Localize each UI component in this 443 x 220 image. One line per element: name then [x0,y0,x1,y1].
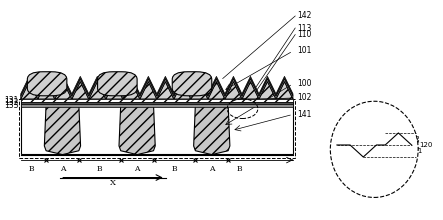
Ellipse shape [330,101,418,197]
Text: 110: 110 [297,30,312,39]
Polygon shape [194,106,230,155]
Text: 133: 133 [4,101,19,110]
Text: 142: 142 [297,11,312,20]
Polygon shape [21,79,293,99]
Text: B: B [237,165,242,173]
Text: 120: 120 [420,142,433,148]
Text: A: A [209,165,214,173]
Bar [21,99,293,154]
FancyBboxPatch shape [27,72,67,96]
Polygon shape [119,106,155,155]
FancyBboxPatch shape [172,72,212,96]
Polygon shape [44,106,81,155]
Text: i22: i22 [409,136,420,142]
Bar [21,104,293,106]
Text: 141: 141 [297,110,312,119]
Text: B: B [29,165,35,173]
Text: 102: 102 [297,94,312,103]
Bar [21,102,293,104]
Text: A: A [134,165,140,173]
Text: A: A [60,165,65,173]
Text: B: B [171,165,177,173]
Text: 132: 132 [4,98,19,107]
Text: 121: 121 [409,148,423,154]
Text: B: B [97,165,103,173]
Polygon shape [21,76,293,96]
Polygon shape [21,82,293,99]
Text: 101: 101 [297,46,312,55]
Text: 100: 100 [297,79,312,88]
Text: 131: 131 [4,96,19,105]
Text: X: X [110,179,116,187]
FancyBboxPatch shape [97,72,137,96]
Bar [21,99,293,102]
Text: 113: 113 [297,24,312,33]
Bar [19,99,295,158]
